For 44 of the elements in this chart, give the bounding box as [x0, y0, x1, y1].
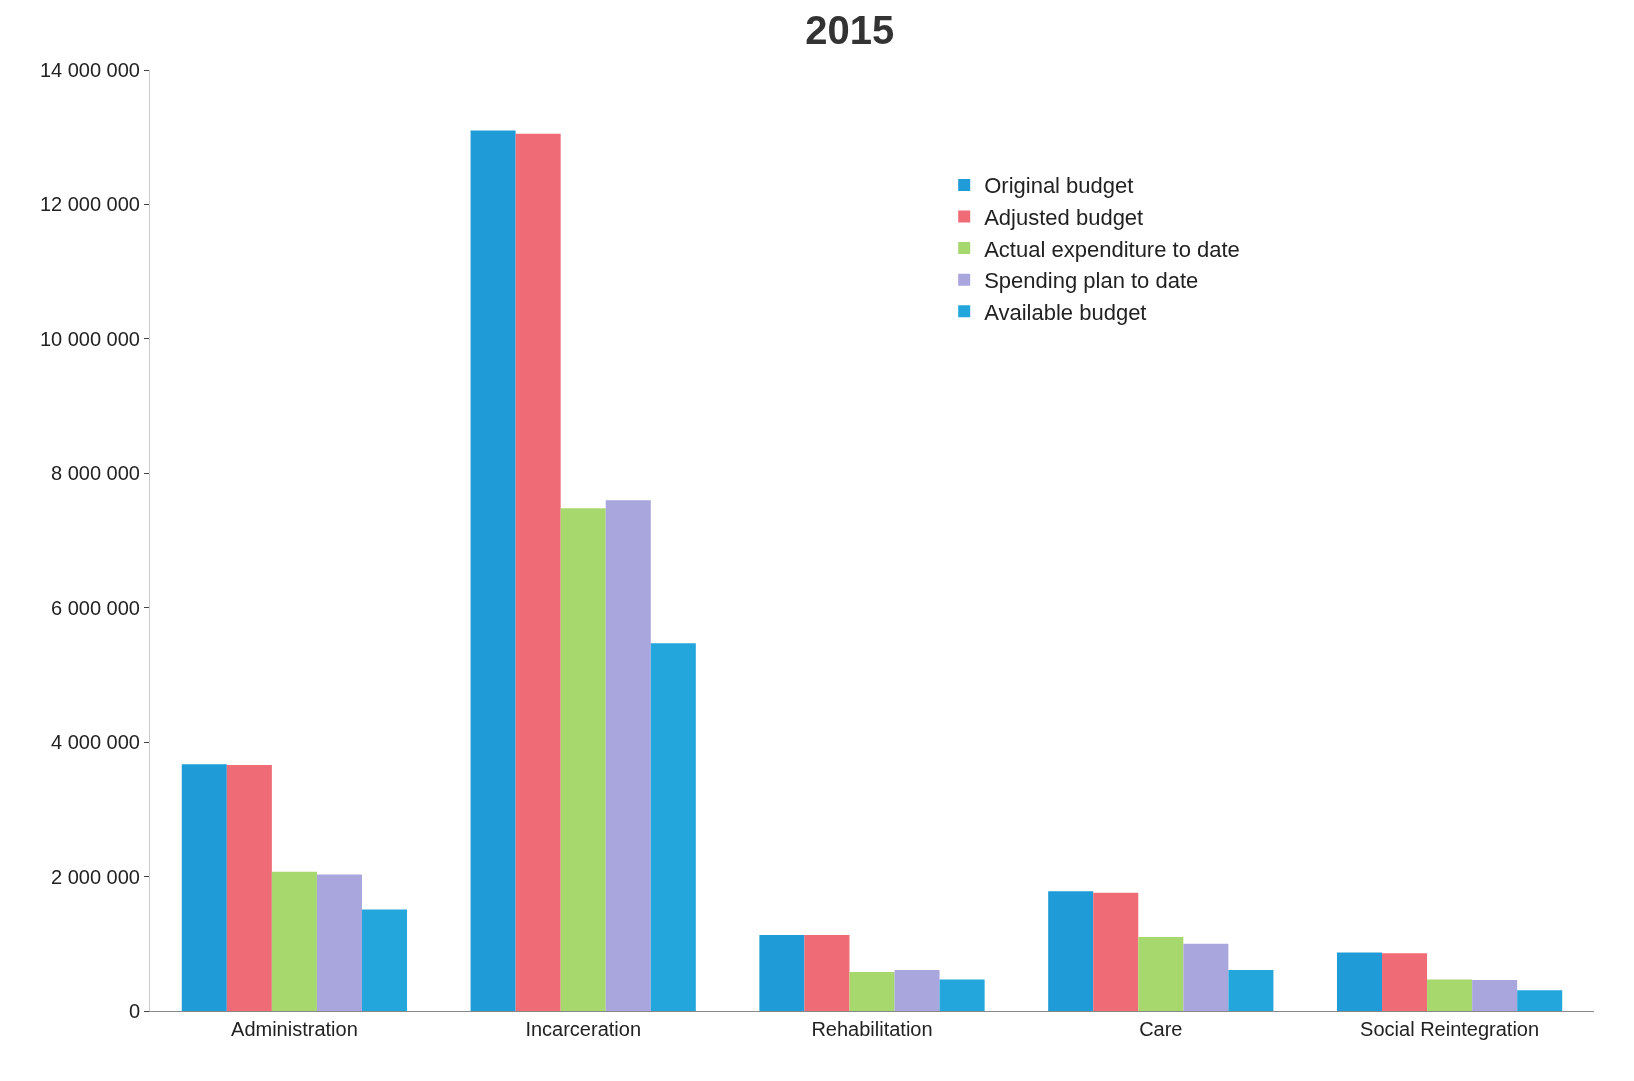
bar [316, 874, 362, 1011]
bar [605, 500, 651, 1011]
legend-label: Actual expenditure to date [984, 236, 1240, 262]
bar [361, 909, 408, 1011]
x-tick-label: Administration [231, 1018, 358, 1040]
y-tick-label: 14 000 000 [39, 59, 140, 81]
legend-label: Spending plan to date [984, 268, 1199, 294]
y-tick-label: 2 000 000 [51, 865, 140, 888]
x-tick-label: Rehabilitation [811, 1018, 933, 1040]
bar [515, 133, 561, 1011]
x-tick-label: Incarceration [525, 1018, 642, 1040]
chart-title: 2015 [805, 8, 895, 53]
y-tick-label: 6 000 000 [51, 596, 140, 619]
y-tick-label: 10 000 000 [39, 327, 140, 350]
bar [226, 765, 272, 1011]
bar [1336, 952, 1383, 1011]
y-tick-label: 4 000 000 [51, 731, 140, 754]
bar [1472, 980, 1518, 1011]
bar [1183, 943, 1229, 1011]
bar [271, 871, 317, 1011]
bar [1228, 970, 1274, 1011]
bar [1138, 937, 1184, 1011]
legend-label: Available budget [984, 299, 1147, 325]
x-tick-label: Social Reintegration [1360, 1018, 1540, 1040]
legend-label: Original budget [984, 173, 1134, 199]
x-tick-label: Care [1139, 1018, 1183, 1040]
legend-label: Adjusted budget [984, 205, 1144, 231]
bar [759, 935, 805, 1011]
bar [560, 508, 606, 1011]
bar [470, 130, 516, 1011]
bar [1517, 990, 1563, 1011]
bar [894, 970, 940, 1011]
bar [849, 972, 895, 1011]
bar [650, 643, 696, 1011]
bar [1427, 979, 1473, 1011]
y-tick-label: 8 000 000 [51, 462, 140, 485]
bar [1093, 892, 1139, 1011]
bar [804, 935, 850, 1011]
bar [181, 764, 227, 1011]
bar [1048, 891, 1094, 1011]
bar [939, 979, 985, 1011]
y-tick-label: 0 [128, 1000, 140, 1022]
bar [1382, 953, 1428, 1011]
y-tick-label: 12 000 000 [39, 193, 140, 216]
